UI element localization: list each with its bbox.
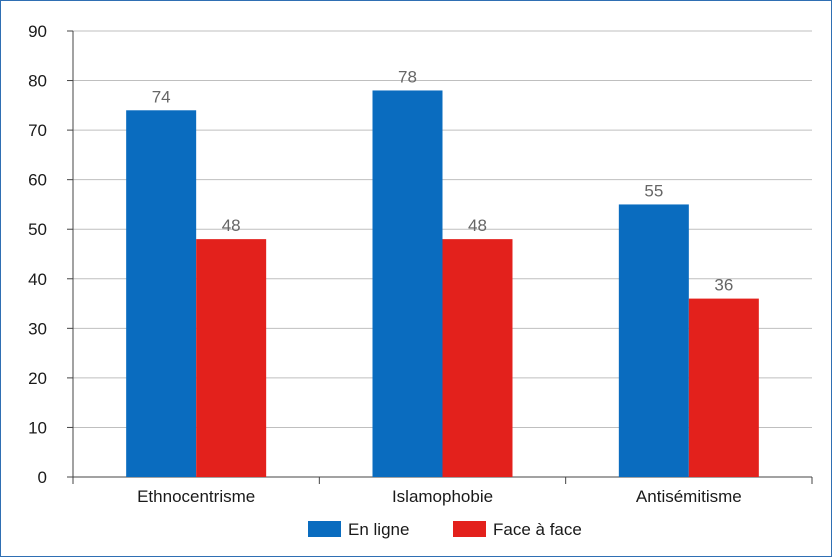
y-tick-label: 0 <box>38 468 47 487</box>
bar-face-a-face <box>688 298 759 477</box>
y-tick-label: 30 <box>28 319 47 338</box>
bar-en-ligne <box>372 90 443 477</box>
y-tick-label: 10 <box>28 418 47 437</box>
y-tick-label: 80 <box>28 72 47 91</box>
legend-swatch <box>453 521 486 537</box>
category-label: Ethnocentrisme <box>137 487 255 506</box>
data-label: 48 <box>222 216 241 235</box>
data-label: 74 <box>152 87 171 106</box>
legend-label: Face à face <box>493 520 582 539</box>
category-label: Islamophobie <box>392 487 493 506</box>
bar-en-ligne <box>126 110 197 478</box>
y-tick-label: 90 <box>28 22 47 41</box>
y-tick-label: 20 <box>28 369 47 388</box>
y-tick-label: 40 <box>28 270 47 289</box>
y-tick-label: 50 <box>28 220 47 239</box>
data-label: 55 <box>644 181 663 200</box>
data-label: 36 <box>714 276 733 295</box>
bar-en-ligne <box>618 204 689 477</box>
y-tick-label: 70 <box>28 121 47 140</box>
bar-face-a-face <box>442 239 513 477</box>
y-tick-label: 60 <box>28 171 47 190</box>
legend-label: En ligne <box>348 520 409 539</box>
data-label: 78 <box>398 67 417 86</box>
data-label: 48 <box>468 216 487 235</box>
bar-face-a-face <box>196 239 267 477</box>
category-label: Antisémitisme <box>636 487 742 506</box>
legend-swatch <box>308 521 341 537</box>
